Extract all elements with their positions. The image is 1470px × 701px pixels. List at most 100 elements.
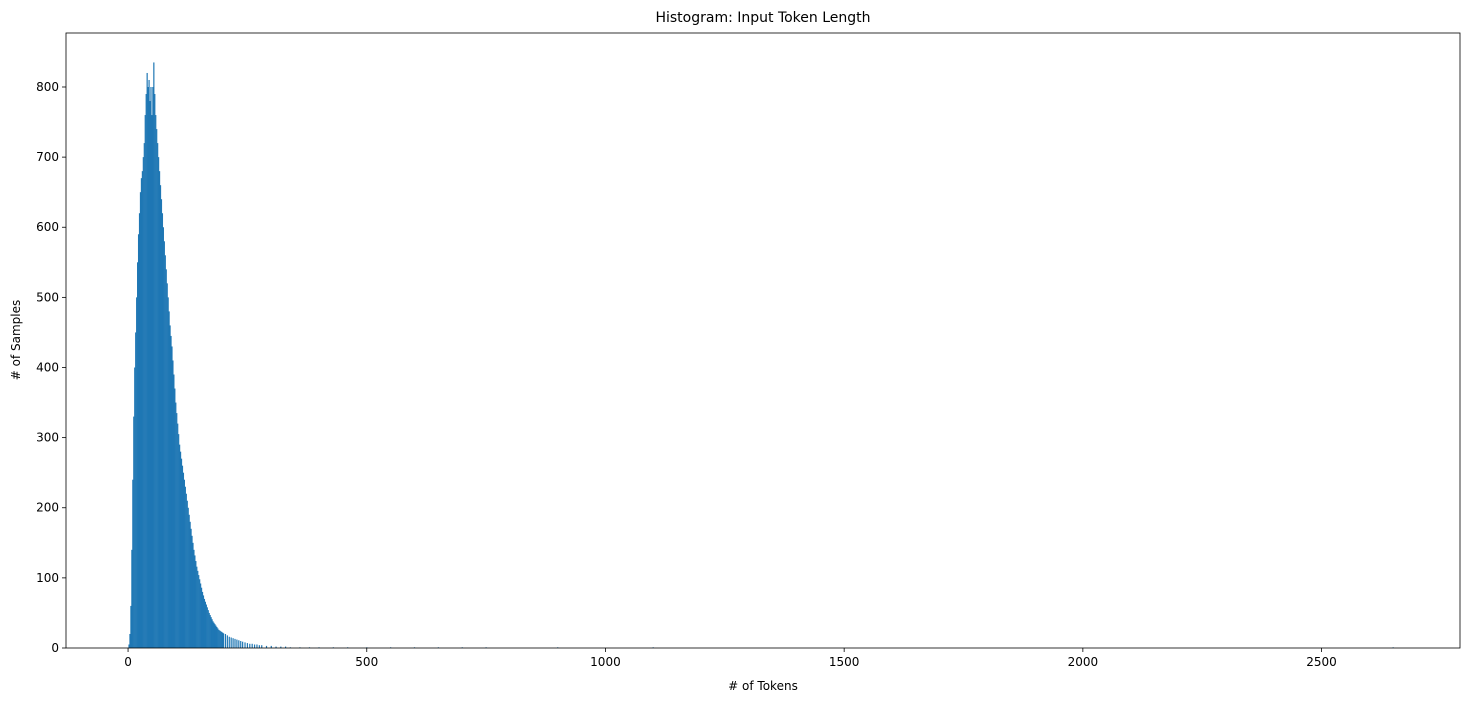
x-tick-label: 500 — [355, 655, 378, 669]
x-axis: 0 500 1000 1500 2000 2500 — [124, 648, 1337, 669]
histogram-bar — [193, 549, 195, 648]
histogram-bar — [179, 451, 182, 648]
histogram-bar — [187, 507, 189, 648]
histogram-bar — [275, 646, 277, 648]
histogram-bar — [210, 617, 212, 648]
histogram-bar — [195, 561, 197, 648]
histogram-bar — [174, 388, 176, 648]
histogram-bar — [232, 638, 234, 648]
y-tick-label: 500 — [36, 290, 59, 304]
histogram-bar — [149, 101, 151, 648]
histogram-bar — [176, 413, 178, 648]
histogram-bar — [236, 639, 238, 648]
histogram-bar — [147, 86, 149, 648]
histogram-bar — [160, 199, 163, 648]
histogram-bar — [221, 632, 224, 648]
histogram-bar — [141, 171, 143, 648]
histogram-bar — [200, 583, 202, 648]
histogram-bar — [188, 514, 190, 648]
histogram-bar — [234, 638, 236, 648]
histogram-bar — [169, 325, 171, 648]
histogram-bar — [158, 171, 161, 648]
histogram-bar — [242, 641, 244, 648]
histogram-bar — [204, 601, 206, 648]
histogram-bar — [135, 332, 137, 648]
histogram-bar — [171, 346, 173, 648]
histogram-bar — [151, 115, 153, 648]
histogram-bar — [170, 335, 172, 648]
histogram-bar — [136, 297, 138, 648]
y-tick-label: 600 — [36, 220, 59, 234]
histogram-bar — [221, 631, 223, 648]
y-tick-label: 200 — [36, 501, 59, 515]
histogram-bar — [240, 640, 242, 648]
histogram-bar — [143, 143, 145, 648]
histogram-bar — [211, 619, 213, 648]
histogram-bar — [168, 311, 170, 648]
histogram-bar — [133, 416, 135, 648]
histogram-bar — [198, 575, 200, 648]
histogram-bar — [251, 643, 253, 648]
histogram-bar — [249, 643, 251, 648]
histogram-bar — [199, 579, 201, 648]
histogram-bars — [128, 62, 1394, 649]
histogram-bar — [130, 605, 132, 648]
histogram-bar — [185, 493, 187, 648]
y-tick-label: 800 — [36, 80, 59, 94]
histogram-bar — [175, 402, 177, 648]
y-tick-label: 300 — [36, 431, 59, 445]
histogram-bar — [183, 479, 185, 648]
histogram-bar — [190, 528, 192, 648]
histogram-bar — [156, 129, 158, 648]
histogram-bar — [244, 642, 246, 648]
histogram-bar — [224, 633, 227, 648]
x-axis-label: # of Tokens — [728, 679, 798, 693]
histogram-bar — [159, 185, 162, 648]
histogram-bar — [158, 157, 160, 648]
histogram-bar — [212, 621, 214, 648]
histogram-bar — [145, 94, 147, 648]
histogram-bar — [178, 434, 180, 648]
histogram-bar — [152, 86, 154, 648]
histogram-bar — [154, 94, 156, 648]
histogram-bar — [139, 192, 142, 648]
histogram-bar — [265, 645, 268, 648]
histogram-bar — [177, 423, 179, 648]
histogram-bar — [142, 157, 144, 648]
histogram-bar — [180, 458, 183, 648]
histogram-bar — [146, 72, 148, 648]
histogram-bar — [206, 607, 208, 648]
histogram-bar — [144, 115, 146, 648]
histogram-bar — [132, 479, 134, 648]
histogram-bar — [194, 555, 196, 648]
histogram-bar — [218, 629, 220, 648]
histogram-bar — [285, 646, 287, 648]
histogram-bar — [196, 566, 198, 648]
histogram-bar — [182, 472, 185, 648]
histogram-bar — [134, 367, 136, 648]
histogram-bar — [148, 79, 150, 649]
histogram-bar — [181, 465, 184, 648]
histogram-bar — [208, 612, 210, 648]
plot-frame — [65, 32, 1461, 649]
histogram-bar — [214, 624, 216, 648]
histogram-bar — [165, 269, 167, 648]
histogram-bar — [153, 62, 155, 648]
histogram-bar — [129, 633, 131, 648]
histogram-bar — [155, 115, 157, 648]
histogram-bar — [200, 587, 203, 648]
histogram-bar — [213, 622, 215, 648]
histogram-bar — [179, 444, 181, 648]
histogram-bar — [197, 570, 199, 648]
histogram-bar — [220, 631, 222, 648]
histogram-bar — [238, 640, 240, 648]
histogram-bar — [222, 633, 225, 648]
histogram-bar — [161, 213, 164, 648]
histogram-bar — [163, 241, 165, 648]
y-tick-label: 0 — [51, 641, 59, 655]
histogram-bar — [209, 615, 211, 648]
histogram-bar — [164, 255, 166, 648]
y-tick-label: 400 — [36, 360, 59, 374]
histogram-bar — [128, 644, 130, 648]
histogram-bar — [167, 297, 169, 648]
